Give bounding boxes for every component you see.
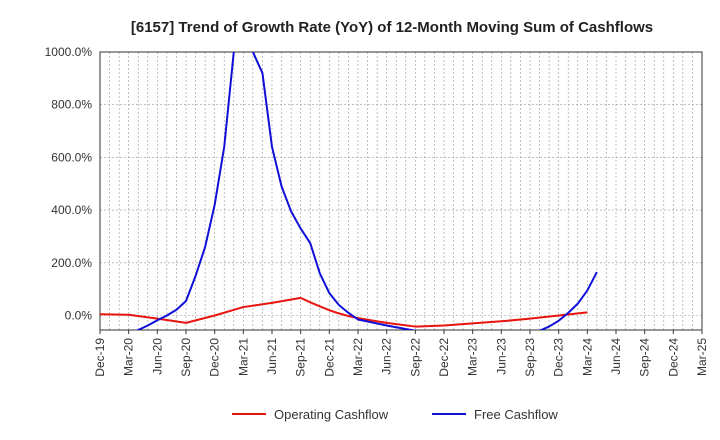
x-tick-label: Dec-21 — [322, 338, 336, 377]
series-line-operating-cashflow — [100, 296, 588, 328]
y-tick-label: 200.0% — [51, 256, 92, 270]
x-tick-label: Dec-23 — [552, 338, 566, 377]
x-tick-label: Jun-23 — [494, 338, 508, 375]
x-tick-label: Sep-20 — [179, 338, 193, 377]
x-tick-label: Mar-21 — [236, 338, 250, 376]
x-tick-label: Jun-24 — [609, 338, 623, 375]
x-tick-label: Sep-21 — [294, 338, 308, 377]
y-tick-label: 0.0% — [65, 309, 93, 323]
x-tick-label: Dec-19 — [93, 338, 107, 377]
x-tick-label: Sep-24 — [638, 338, 652, 377]
x-tick-label: Mar-24 — [580, 338, 594, 376]
series-line-free-cashflow — [135, 52, 598, 330]
x-tick-label: Dec-20 — [208, 338, 222, 377]
plot-frame — [99, 51, 703, 331]
x-tick-label: Jun-20 — [150, 338, 164, 375]
y-tick-label: 600.0% — [51, 150, 92, 164]
x-tick-label: Jun-22 — [380, 338, 394, 375]
x-tick-label: Sep-23 — [523, 338, 537, 377]
legend: Operating Cashflow Free Cashflow — [232, 407, 558, 422]
x-tick-label: Mar-22 — [351, 338, 365, 376]
x-tick-label: Mar-23 — [466, 338, 480, 376]
x-tick-label: Dec-22 — [437, 338, 451, 377]
series-lines — [100, 52, 598, 330]
x-tick-label: Mar-25 — [695, 338, 709, 376]
x-tick-label: Sep-22 — [408, 338, 422, 377]
x-tick-label: Mar-20 — [122, 338, 136, 376]
axes: 0.0% 200.0% 400.0% 600.0% 800.0% 1000.0% Dec-1… — [45, 45, 709, 377]
legend-label-free-cashflow: Free Cashflow — [474, 407, 558, 422]
y-tick-label: 400.0% — [51, 203, 92, 217]
y-tick-label: 1000.0% — [45, 45, 93, 59]
x-tick-label: Jun-21 — [265, 338, 279, 375]
x-tick-label: Dec-24 — [666, 338, 680, 377]
legend-label-operating-cashflow: Operating Cashflow — [274, 407, 389, 422]
y-tick-label: 800.0% — [51, 98, 92, 112]
chart-title: [6157] Trend of Growth Rate (YoY) of 12-… — [131, 19, 653, 36]
